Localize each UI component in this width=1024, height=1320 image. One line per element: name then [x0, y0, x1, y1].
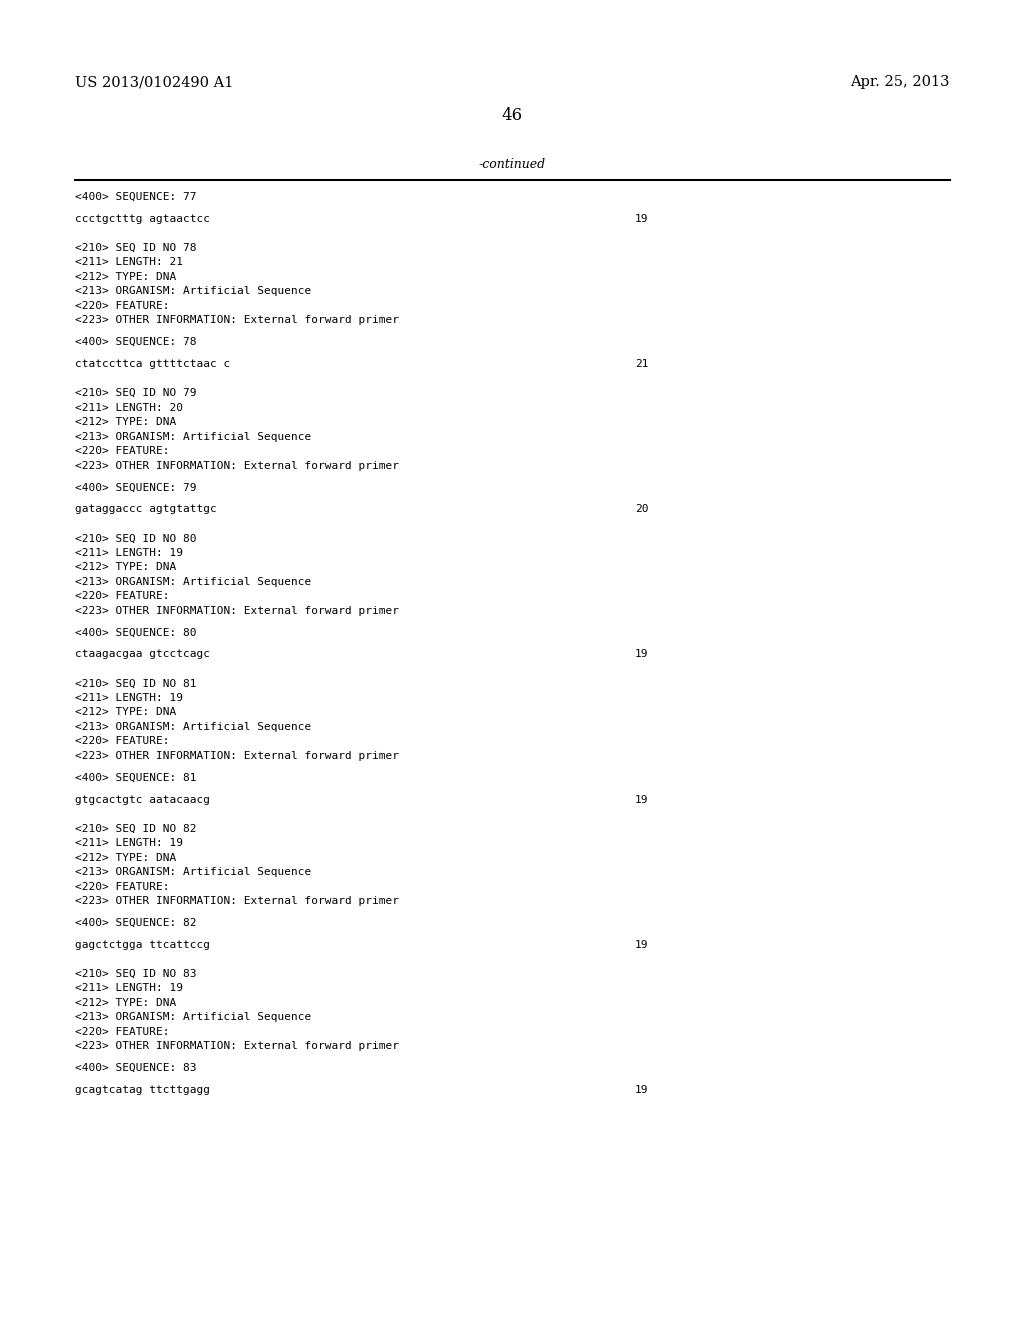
Text: <212> TYPE: DNA: <212> TYPE: DNA: [75, 998, 176, 1008]
Text: gtgcactgtc aatacaacg: gtgcactgtc aatacaacg: [75, 795, 210, 805]
Text: <211> LENGTH: 19: <211> LENGTH: 19: [75, 838, 183, 849]
Text: 19: 19: [635, 940, 648, 950]
Text: <220> FEATURE:: <220> FEATURE:: [75, 591, 170, 602]
Text: -continued: -continued: [478, 158, 546, 172]
Text: <213> ORGANISM: Artificial Sequence: <213> ORGANISM: Artificial Sequence: [75, 867, 311, 878]
Text: <212> TYPE: DNA: <212> TYPE: DNA: [75, 708, 176, 718]
Text: <223> OTHER INFORMATION: External forward primer: <223> OTHER INFORMATION: External forwar…: [75, 606, 399, 616]
Text: <223> OTHER INFORMATION: External forward primer: <223> OTHER INFORMATION: External forwar…: [75, 751, 399, 762]
Text: <400> SEQUENCE: 80: <400> SEQUENCE: 80: [75, 627, 197, 638]
Text: 19: 19: [635, 795, 648, 805]
Text: <213> ORGANISM: Artificial Sequence: <213> ORGANISM: Artificial Sequence: [75, 722, 311, 733]
Text: <210> SEQ ID NO 83: <210> SEQ ID NO 83: [75, 969, 197, 979]
Text: ccctgctttg agtaactcc: ccctgctttg agtaactcc: [75, 214, 210, 224]
Text: <211> LENGTH: 19: <211> LENGTH: 19: [75, 548, 183, 558]
Text: <210> SEQ ID NO 79: <210> SEQ ID NO 79: [75, 388, 197, 399]
Text: <220> FEATURE:: <220> FEATURE:: [75, 737, 170, 747]
Text: ctaagacgaa gtcctcagc: ctaagacgaa gtcctcagc: [75, 649, 210, 660]
Text: <211> LENGTH: 21: <211> LENGTH: 21: [75, 257, 183, 268]
Text: <213> ORGANISM: Artificial Sequence: <213> ORGANISM: Artificial Sequence: [75, 1012, 311, 1023]
Text: <210> SEQ ID NO 81: <210> SEQ ID NO 81: [75, 678, 197, 689]
Text: <223> OTHER INFORMATION: External forward primer: <223> OTHER INFORMATION: External forwar…: [75, 315, 399, 326]
Text: <211> LENGTH: 20: <211> LENGTH: 20: [75, 403, 183, 413]
Text: <400> SEQUENCE: 77: <400> SEQUENCE: 77: [75, 191, 197, 202]
Text: <400> SEQUENCE: 78: <400> SEQUENCE: 78: [75, 337, 197, 347]
Text: <213> ORGANISM: Artificial Sequence: <213> ORGANISM: Artificial Sequence: [75, 286, 311, 297]
Text: gagctctgga ttcattccg: gagctctgga ttcattccg: [75, 940, 210, 950]
Text: <223> OTHER INFORMATION: External forward primer: <223> OTHER INFORMATION: External forwar…: [75, 896, 399, 907]
Text: <212> TYPE: DNA: <212> TYPE: DNA: [75, 853, 176, 863]
Text: <211> LENGTH: 19: <211> LENGTH: 19: [75, 983, 183, 994]
Text: <210> SEQ ID NO 80: <210> SEQ ID NO 80: [75, 533, 197, 544]
Text: <213> ORGANISM: Artificial Sequence: <213> ORGANISM: Artificial Sequence: [75, 432, 311, 442]
Text: <210> SEQ ID NO 82: <210> SEQ ID NO 82: [75, 824, 197, 834]
Text: 19: 19: [635, 1085, 648, 1096]
Text: US 2013/0102490 A1: US 2013/0102490 A1: [75, 75, 233, 88]
Text: <213> ORGANISM: Artificial Sequence: <213> ORGANISM: Artificial Sequence: [75, 577, 311, 587]
Text: <212> TYPE: DNA: <212> TYPE: DNA: [75, 417, 176, 428]
Text: <220> FEATURE:: <220> FEATURE:: [75, 1027, 170, 1038]
Text: <220> FEATURE:: <220> FEATURE:: [75, 882, 170, 892]
Text: ctatccttca gttttctaac c: ctatccttca gttttctaac c: [75, 359, 230, 370]
Text: <211> LENGTH: 19: <211> LENGTH: 19: [75, 693, 183, 704]
Text: <400> SEQUENCE: 81: <400> SEQUENCE: 81: [75, 772, 197, 783]
Text: <400> SEQUENCE: 82: <400> SEQUENCE: 82: [75, 917, 197, 928]
Text: gataggaccc agtgtattgc: gataggaccc agtgtattgc: [75, 504, 217, 515]
Text: <212> TYPE: DNA: <212> TYPE: DNA: [75, 562, 176, 573]
Text: <400> SEQUENCE: 83: <400> SEQUENCE: 83: [75, 1063, 197, 1073]
Text: 19: 19: [635, 214, 648, 224]
Text: <223> OTHER INFORMATION: External forward primer: <223> OTHER INFORMATION: External forwar…: [75, 1041, 399, 1052]
Text: <223> OTHER INFORMATION: External forward primer: <223> OTHER INFORMATION: External forwar…: [75, 461, 399, 471]
Text: <212> TYPE: DNA: <212> TYPE: DNA: [75, 272, 176, 282]
Text: Apr. 25, 2013: Apr. 25, 2013: [851, 75, 950, 88]
Text: 21: 21: [635, 359, 648, 370]
Text: gcagtcatag ttcttgagg: gcagtcatag ttcttgagg: [75, 1085, 210, 1096]
Text: 46: 46: [502, 107, 522, 124]
Text: <220> FEATURE:: <220> FEATURE:: [75, 446, 170, 457]
Text: 20: 20: [635, 504, 648, 515]
Text: <220> FEATURE:: <220> FEATURE:: [75, 301, 170, 312]
Text: <210> SEQ ID NO 78: <210> SEQ ID NO 78: [75, 243, 197, 253]
Text: 19: 19: [635, 649, 648, 660]
Text: <400> SEQUENCE: 79: <400> SEQUENCE: 79: [75, 482, 197, 492]
